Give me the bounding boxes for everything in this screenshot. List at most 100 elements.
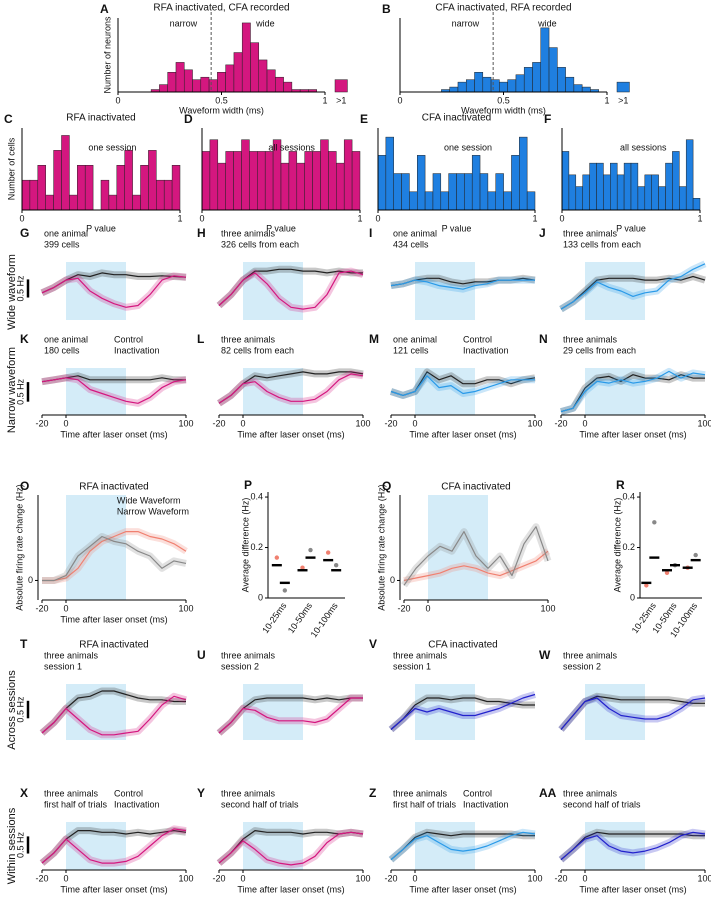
- x-axis-label: Time after laser onset (ms): [579, 429, 686, 439]
- x-tick-label: 1: [177, 213, 182, 223]
- bar: [225, 64, 235, 93]
- bar: [519, 136, 528, 211]
- x-tick-label: -20: [35, 603, 48, 613]
- annotation: 180 cells: [44, 345, 80, 355]
- panel-letter: R: [616, 478, 625, 492]
- bar: [568, 174, 577, 211]
- x-tick-label: 100: [178, 418, 193, 428]
- bar: [209, 139, 219, 211]
- annotation: wide: [537, 18, 557, 28]
- x-axis-label: Time after laser onset (ms): [579, 884, 686, 894]
- chart-title: CFA inactivated: [422, 113, 491, 124]
- x-axis-label: P value: [442, 223, 472, 233]
- scale-bar-label: 0.5 Hz: [15, 378, 25, 405]
- chart-title: RFA inactivated: [66, 113, 135, 124]
- panel-letter: P: [244, 478, 252, 492]
- annotation: three animals: [221, 228, 276, 238]
- bar: [393, 173, 402, 211]
- laser-period: [66, 262, 126, 320]
- dot: [325, 550, 331, 555]
- y-tick-label: 0: [390, 575, 395, 585]
- x-tick-label: 1: [322, 95, 327, 105]
- annotation: three animals: [393, 788, 448, 798]
- mean-bar: [305, 556, 316, 559]
- trace: [560, 831, 706, 861]
- panel-letter: B: [382, 2, 391, 16]
- mean-bar: [690, 558, 701, 562]
- bar: [241, 22, 251, 93]
- overflow-label: >1: [336, 95, 346, 105]
- x-tick-label: 0: [582, 418, 587, 428]
- bar: [644, 174, 652, 211]
- panel-letter: K: [20, 332, 29, 346]
- panel-letter: C: [4, 112, 13, 126]
- bar: [637, 186, 646, 211]
- scale-bar-label: 0.5 Hz: [15, 275, 25, 302]
- annotation: one animal: [44, 334, 88, 344]
- annotation: three animals: [221, 650, 276, 660]
- bar: [589, 162, 597, 211]
- dot: [282, 588, 288, 593]
- trace: [390, 279, 535, 290]
- annotation: narrow: [452, 18, 480, 28]
- panel-letter: A: [100, 2, 109, 16]
- x-axis-label: P value: [266, 223, 296, 233]
- bar: [343, 139, 353, 211]
- bar: [499, 81, 508, 93]
- bar: [250, 42, 260, 93]
- bar: [336, 162, 345, 211]
- mean-bar: [323, 558, 334, 562]
- x-tick-label: -20: [35, 873, 48, 883]
- bar: [440, 191, 449, 211]
- bar: [596, 162, 604, 211]
- bar: [217, 162, 226, 211]
- y-tick-label: 0.2: [622, 542, 635, 552]
- bar: [132, 194, 141, 211]
- x-tick-label: 0: [240, 873, 245, 883]
- bar: [511, 155, 520, 211]
- x-axis-label: Time after laser onset (ms): [60, 884, 167, 894]
- bar: [288, 151, 298, 211]
- y-axis-label: Absolute firing rate change (Hz): [376, 484, 386, 611]
- legend-entry: Inactivation: [463, 345, 509, 355]
- y-axis-label: Absolute firing rate change (Hz): [14, 484, 24, 611]
- x-tick-label: 0: [199, 213, 204, 223]
- x-tick-label: -20: [212, 873, 225, 883]
- y-tick-label: 0.4: [622, 491, 635, 501]
- x-tick-label: 100: [697, 873, 711, 883]
- panel-letter: AA: [539, 786, 557, 800]
- annotation: three animals: [563, 650, 618, 660]
- x-axis-label: Time after laser onset (ms): [237, 884, 344, 894]
- panel-letter: F: [544, 112, 551, 126]
- bar: [200, 76, 210, 93]
- bar: [651, 174, 659, 211]
- bar: [479, 173, 489, 211]
- x-tick-label: 1: [697, 213, 702, 223]
- annotation: wide: [255, 18, 275, 28]
- panel-letter: U: [197, 648, 206, 662]
- chart-title: CFA inactivated: [428, 640, 497, 651]
- legend-entry: Control: [463, 788, 492, 798]
- row-label: Wide waveform: [6, 254, 18, 330]
- overflow-bar: [334, 79, 348, 93]
- trace: [41, 377, 187, 404]
- dot: [693, 552, 698, 558]
- legend-entry: Control: [463, 334, 492, 344]
- bar: [565, 76, 575, 93]
- bar: [148, 150, 157, 211]
- dot: [308, 547, 313, 553]
- bar: [448, 173, 457, 211]
- bar: [258, 59, 268, 93]
- bar: [351, 151, 361, 211]
- annotation: three animals: [563, 334, 618, 344]
- trace: [218, 831, 364, 866]
- laser-period: [243, 684, 303, 740]
- annotation: first half of trials: [44, 799, 108, 809]
- trace: [560, 370, 706, 413]
- bar: [523, 67, 533, 93]
- dot: [300, 565, 305, 570]
- y-axis-label: Number of neurons: [102, 16, 112, 94]
- dot: [644, 583, 649, 588]
- bar: [487, 191, 496, 211]
- bar: [61, 135, 70, 211]
